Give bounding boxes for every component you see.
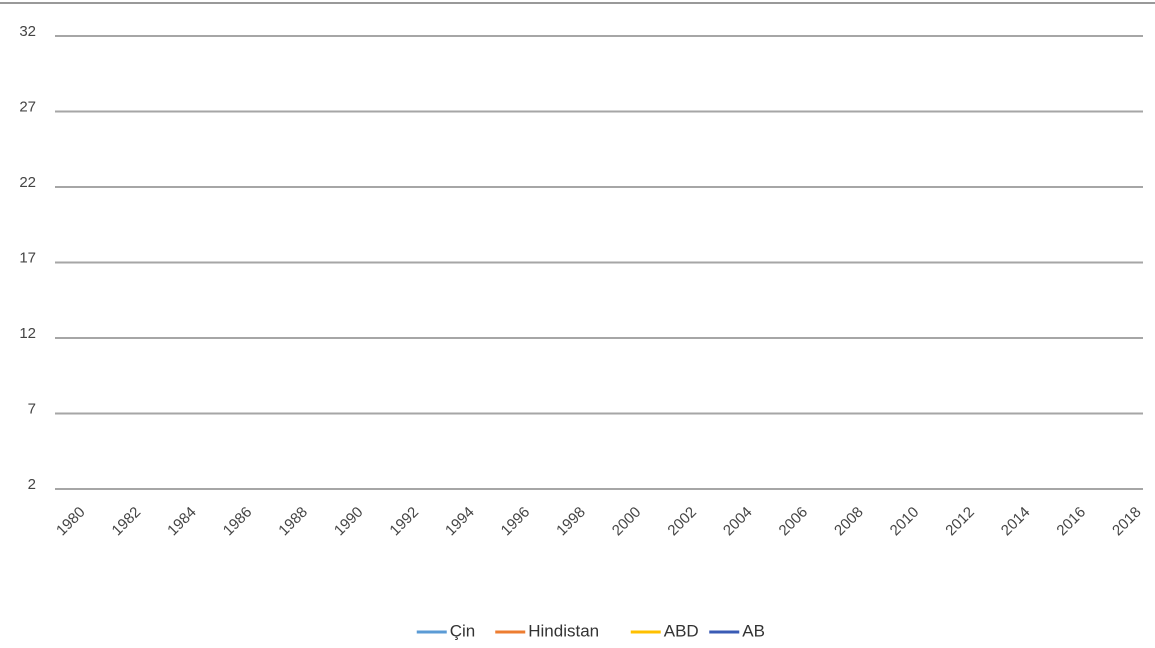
x-tick-label: 2000: [609, 504, 645, 540]
y-tick-label: 32: [19, 23, 36, 40]
legend-label: AB: [742, 621, 765, 640]
x-tick-label: 2002: [664, 504, 700, 540]
x-tick-label: 2010: [887, 504, 923, 540]
x-tick-label: 2014: [998, 504, 1034, 540]
x-tick-label: 2006: [776, 504, 812, 540]
x-tick-label: 1992: [386, 504, 422, 540]
x-tick-label: 2008: [831, 504, 867, 540]
x-tick-label: 1990: [331, 504, 367, 540]
x-tick-label: 2012: [942, 504, 978, 540]
x-tick-label: 1982: [109, 504, 145, 540]
y-tick-label: 17: [19, 249, 36, 266]
x-tick-label: 1994: [442, 504, 478, 540]
x-tick-label: 2004: [720, 504, 756, 540]
x-tick-label: 1998: [553, 504, 589, 540]
y-tick-label: 12: [19, 325, 36, 342]
x-tick-label: 1996: [498, 504, 534, 540]
x-tick-label: 2018: [1109, 504, 1145, 540]
y-tick-label: 27: [19, 98, 36, 115]
y-tick-label: 7: [28, 400, 36, 417]
x-tick-label: 2016: [1053, 504, 1089, 540]
legend-label: Çin: [450, 621, 476, 640]
y-tick-label: 2: [28, 476, 36, 493]
y-tick-label: 22: [19, 174, 36, 191]
x-tick-label: 1986: [220, 504, 256, 540]
x-tick-label: 1984: [164, 504, 200, 540]
x-tick-label: 1980: [53, 504, 89, 540]
legend-label: Hindistan: [528, 621, 599, 640]
legend-label: ABD: [664, 621, 699, 640]
x-tick-label: 1988: [275, 504, 311, 540]
